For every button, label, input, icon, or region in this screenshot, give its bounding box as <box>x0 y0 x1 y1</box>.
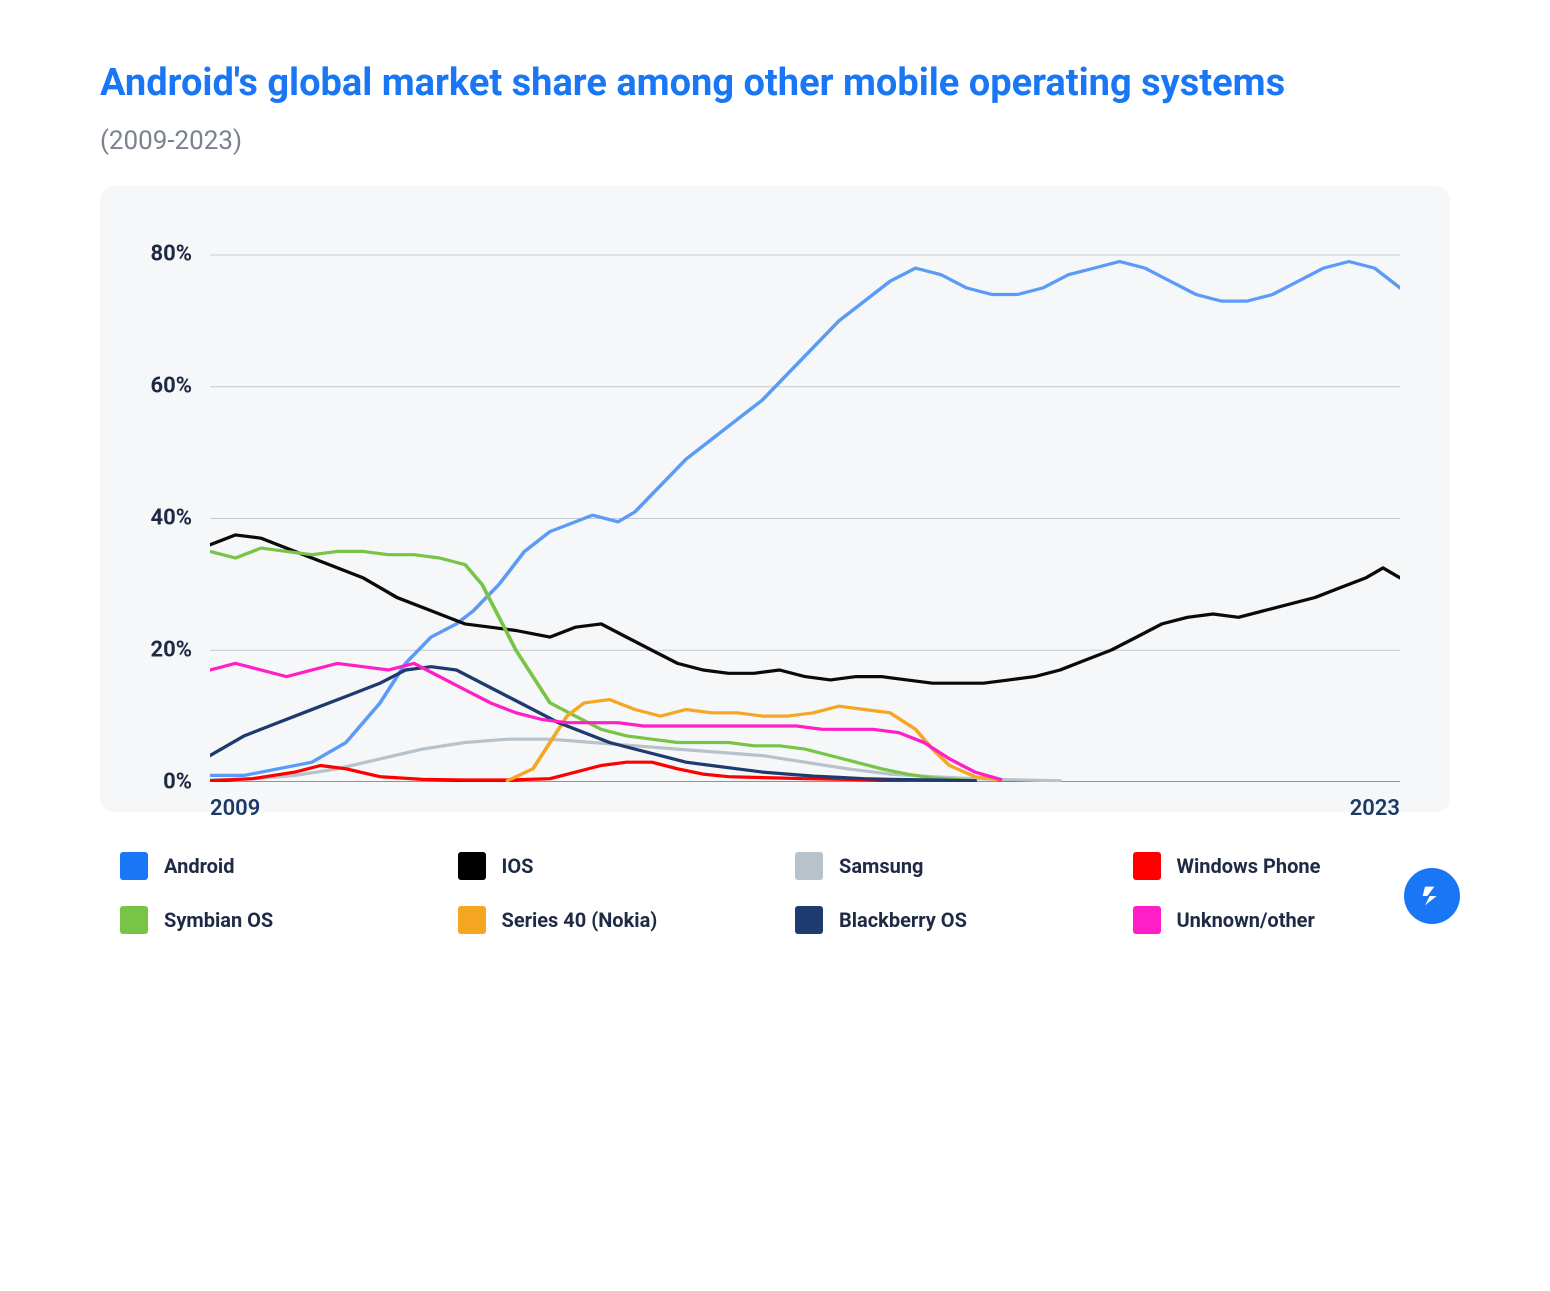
legend-item-ios: IOS <box>458 852 756 880</box>
plot-area <box>210 222 1400 782</box>
legend-swatch <box>458 906 486 934</box>
series-line-samsung <box>210 739 1060 781</box>
legend-label: Unknown/other <box>1177 908 1315 932</box>
y-axis-tick-label: 60% <box>150 374 192 399</box>
series-line-symbian-os <box>210 548 975 781</box>
legend-swatch <box>120 906 148 934</box>
brand-logo-icon <box>1418 882 1446 910</box>
legend-item-android: Android <box>120 852 418 880</box>
legend-label: Android <box>164 854 234 878</box>
brand-logo-badge <box>1404 868 1460 924</box>
chart-container: Android's global market share among othe… <box>100 60 1450 934</box>
x-axis-end-label: 2023 <box>1350 796 1400 821</box>
legend-swatch <box>1133 852 1161 880</box>
legend-item-samsung: Samsung <box>795 852 1093 880</box>
chart-title: Android's global market share among othe… <box>100 60 1450 108</box>
legend-swatch <box>1133 906 1161 934</box>
chart-card: 0%20%40%60%80% 2009 2023 <box>100 186 1450 812</box>
legend-item-symbian-os: Symbian OS <box>120 906 418 934</box>
x-axis-start-label: 2009 <box>210 796 260 821</box>
line-chart-svg <box>210 222 1400 782</box>
legend-label: Windows Phone <box>1177 854 1321 878</box>
y-axis-tick-label: 80% <box>150 242 192 267</box>
x-axis: 2009 2023 <box>210 796 1400 836</box>
legend-label: IOS <box>502 854 534 878</box>
series-line-ios <box>210 534 1400 682</box>
legend-item-windows-phone: Windows Phone <box>1133 852 1431 880</box>
legend-item-series-40-nokia-: Series 40 (Nokia) <box>458 906 756 934</box>
legend-swatch <box>795 852 823 880</box>
series-line-unknown-other <box>210 663 1001 779</box>
legend-label: Samsung <box>839 854 923 878</box>
y-axis: 0%20%40%60%80% <box>140 222 200 782</box>
chart-wrap: 0%20%40%60%80% 2009 2023 <box>140 222 1410 782</box>
legend-label: Series 40 (Nokia) <box>502 908 658 932</box>
y-axis-tick-label: 0% <box>163 769 192 794</box>
chart-subtitle: (2009-2023) <box>100 126 1450 156</box>
y-axis-tick-label: 40% <box>150 505 192 530</box>
legend: Android IOS Samsung Windows Phone Symbian OS… <box>100 852 1450 934</box>
legend-swatch <box>795 906 823 934</box>
legend-label: Blackberry OS <box>839 908 967 932</box>
legend-item-blackberry-os: Blackberry OS <box>795 906 1093 934</box>
legend-item-unknown-other: Unknown/other <box>1133 906 1431 934</box>
legend-label: Symbian OS <box>164 908 273 932</box>
y-axis-tick-label: 20% <box>150 637 192 662</box>
legend-swatch <box>120 852 148 880</box>
legend-swatch <box>458 852 486 880</box>
